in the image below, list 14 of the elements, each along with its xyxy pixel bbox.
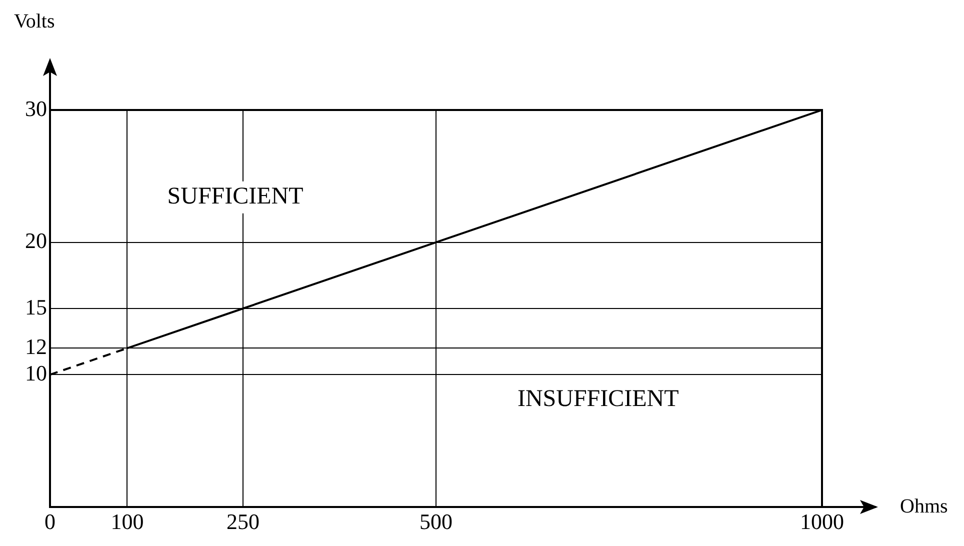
x-axis-title: Ohms	[900, 495, 948, 518]
x-tick-label: 250	[226, 508, 260, 534]
x-tick-label: 100	[110, 508, 144, 534]
y-tick-label: 30	[25, 96, 47, 121]
x-tick-label: 0	[44, 508, 56, 534]
y-tick-label: 12	[25, 334, 47, 359]
y-axis-title: Volts	[14, 10, 55, 32]
y-tick-label: 10	[25, 360, 47, 386]
y-tick-label: 20	[25, 228, 47, 254]
x-tick-label: 500	[420, 508, 452, 534]
annotation: SUFFICIENT	[167, 184, 304, 210]
x-tick-label: 1000	[800, 508, 844, 534]
y-tick-label: 15	[25, 294, 47, 320]
annotation: INSUFFICIENT	[517, 386, 680, 412]
